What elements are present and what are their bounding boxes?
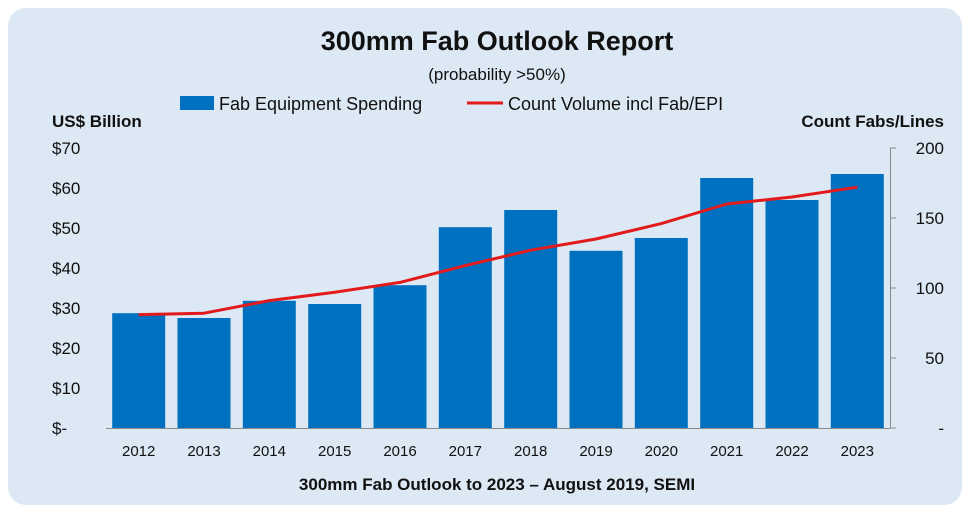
bar-2012 [112,313,166,428]
y-left-tick-label: $20 [52,339,80,358]
x-tick-label: 2016 [383,443,416,460]
x-tick-label: 2022 [775,443,808,460]
x-tick-label: 2020 [645,443,678,460]
legend-label-spending: Fab Equipment Spending [219,94,422,114]
y-right-tick-label: 150 [916,209,944,228]
bar-2017 [438,227,492,428]
x-tick-label: 2015 [318,443,351,460]
bar-2020 [634,238,688,428]
bar-2021 [700,178,754,428]
legend: Fab Equipment Spending Count Volume incl… [180,94,723,114]
legend-swatch-bar [180,96,214,110]
x-tick-label: 2021 [710,443,743,460]
y-right-tick-label: 200 [916,139,944,158]
x-tick-label: 2012 [122,443,155,460]
line-series [138,185,858,317]
bar-2014 [242,300,296,428]
bar-2013 [177,318,231,428]
x-tick-label: 2014 [253,443,286,460]
bar-2022 [765,200,819,428]
y-left-tick-label: $60 [52,179,80,198]
axes: 2012 2013 2014 2015 2016 2017 2018 2019 2020 2021… [52,139,944,460]
x-tick-label: 2023 [841,443,874,460]
y-axis-right-title: Count Fabs/Lines [801,112,944,131]
y-left-tick-label: $30 [52,299,80,318]
y-left-tick-label: $- [52,419,67,438]
y-left-tick-label: $40 [52,259,80,278]
x-tick-label: 2013 [187,443,220,460]
bar-2023 [830,174,884,428]
y-right-tick-label: 100 [916,279,944,298]
chart-footer: 300mm Fab Outlook to 2023 – August 2019,… [299,475,695,494]
x-tick-label: 2018 [514,443,547,460]
y-left-tick-label: $10 [52,379,80,398]
y-left-tick-label: $50 [52,219,80,238]
bar-2019 [569,250,623,428]
legend-label-count: Count Volume incl Fab/EPI [508,94,723,114]
bar-2016 [373,285,427,428]
y-right-tick-label: - [938,419,944,438]
chart-subtitle: (probability >50%) [428,65,566,84]
y-left-tick-label: $70 [52,139,80,158]
y-right-tick-label: 50 [925,349,944,368]
x-tick-label: 2019 [579,443,612,460]
y-axis-left-title: US$ Billion [52,112,142,131]
count-volume-line [138,185,858,317]
bar-2015 [308,304,362,428]
bar-2018 [504,210,558,428]
chart-title: 300mm Fab Outlook Report [321,26,674,56]
bar-series [112,174,884,428]
x-tick-label: 2017 [449,443,482,460]
